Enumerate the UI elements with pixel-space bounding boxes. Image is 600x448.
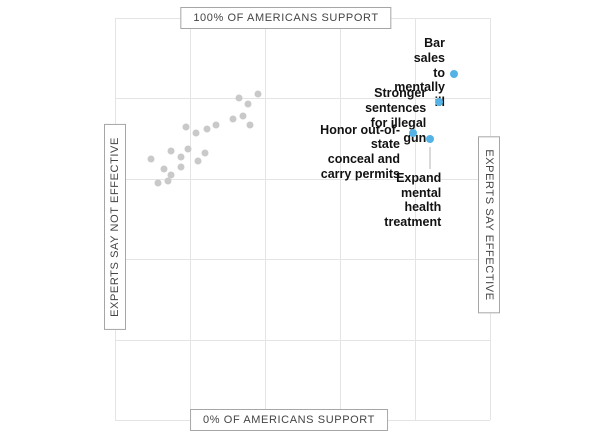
gridline-horizontal bbox=[115, 339, 490, 341]
point-annotation-label: Expand mental health treatment bbox=[384, 170, 442, 229]
data-point-unlabeled bbox=[246, 121, 254, 129]
data-point-unlabeled bbox=[184, 145, 192, 153]
axis-label-left: EXPERTS SAY NOT EFFECTIVE bbox=[104, 124, 126, 330]
data-point-highlighted bbox=[450, 70, 459, 79]
data-point-unlabeled bbox=[201, 149, 209, 157]
gridline-horizontal bbox=[115, 178, 490, 180]
gridline-vertical bbox=[415, 18, 416, 420]
point-annotation-label: Stronger sentences for illegal gun bbox=[365, 86, 427, 145]
data-point-unlabeled bbox=[167, 147, 175, 155]
annotation-leader-line bbox=[429, 146, 431, 169]
data-point-unlabeled bbox=[254, 90, 261, 98]
data-point-unlabeled bbox=[239, 112, 246, 120]
data-point-unlabeled bbox=[177, 163, 185, 171]
data-point-unlabeled bbox=[164, 177, 171, 185]
data-point-unlabeled bbox=[177, 153, 185, 161]
gridline-vertical bbox=[340, 18, 341, 420]
data-point-highlighted bbox=[409, 128, 418, 137]
data-point-unlabeled bbox=[244, 100, 252, 108]
data-point-unlabeled bbox=[154, 179, 162, 187]
data-point-unlabeled bbox=[192, 129, 200, 137]
gridline-vertical bbox=[265, 18, 266, 420]
gridline-horizontal bbox=[115, 259, 490, 261]
data-point-unlabeled bbox=[212, 121, 220, 129]
gridline-horizontal bbox=[115, 98, 490, 100]
data-point-highlighted bbox=[426, 134, 434, 143]
data-point-unlabeled bbox=[182, 123, 190, 131]
data-point-unlabeled bbox=[203, 125, 211, 133]
point-annotation-label: Bar sales to mentally ill bbox=[394, 36, 445, 109]
axis-label-right: EXPERTS SAY EFFECTIVE bbox=[478, 136, 500, 314]
gridline-vertical bbox=[190, 18, 191, 420]
axis-label-top: 100% OF AMERICANS SUPPORT bbox=[180, 7, 392, 29]
data-point-unlabeled bbox=[229, 115, 237, 122]
data-point-unlabeled bbox=[167, 171, 175, 179]
point-annotation-label: Honor out-of-state conceal and carry per… bbox=[320, 122, 400, 181]
data-point-unlabeled bbox=[160, 165, 168, 173]
data-point-unlabeled bbox=[147, 155, 155, 163]
axis-label-bottom: 0% OF AMERICANS SUPPORT bbox=[190, 409, 388, 431]
data-point-unlabeled bbox=[235, 94, 243, 102]
data-point-highlighted bbox=[435, 98, 444, 107]
plot-area: Bar sales to mentally illStronger senten… bbox=[115, 18, 491, 421]
data-point-unlabeled bbox=[194, 157, 201, 165]
